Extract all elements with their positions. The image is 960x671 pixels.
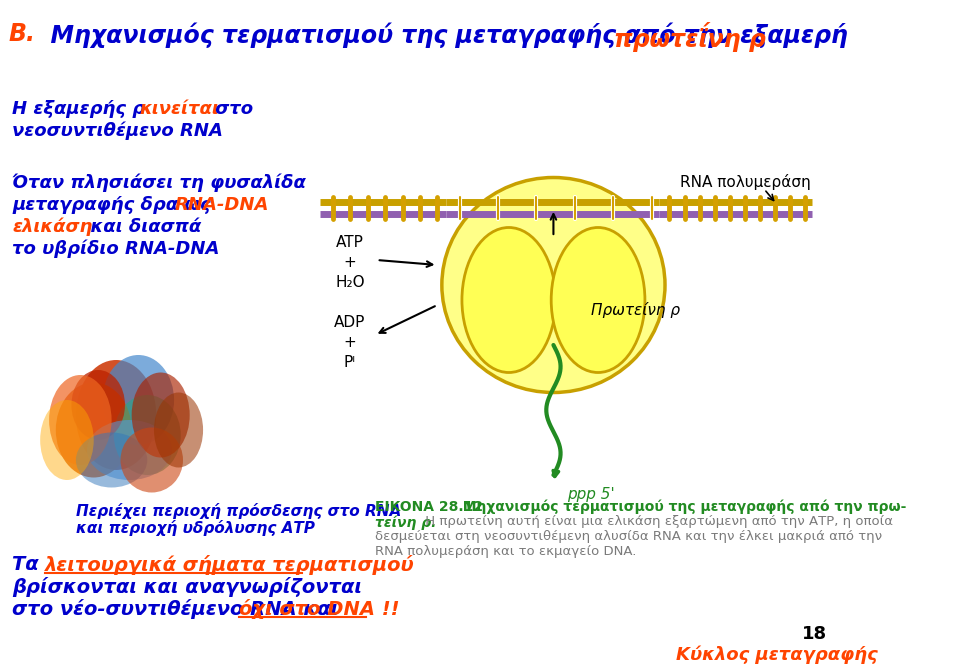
Text: τείνη ρ.: τείνη ρ. (375, 515, 436, 529)
Text: B.: B. (9, 22, 36, 46)
Ellipse shape (442, 178, 665, 393)
Text: Μηχανισμός τερματισμού της μεταγραφής από την εξαμερή: Μηχανισμός τερματισμού της μεταγραφής απ… (34, 22, 848, 48)
Ellipse shape (49, 375, 111, 465)
Ellipse shape (87, 420, 172, 480)
Text: δεσμεύεται στη νεοσυντιθέμενη αλυσίδα RNA και την έλκει μακριά από την: δεσμεύεται στη νεοσυντιθέμενη αλυσίδα RN… (375, 530, 882, 543)
Ellipse shape (132, 372, 190, 458)
Ellipse shape (71, 370, 125, 440)
Text: και περιοχή υδρόλυσης ΑΤΡ: και περιοχή υδρόλυσης ΑΤΡ (76, 520, 315, 536)
Ellipse shape (121, 427, 183, 493)
Text: όχι στο DNA !!: όχι στο DNA !! (239, 599, 399, 619)
Text: 18: 18 (802, 625, 827, 643)
Text: ppp 5': ppp 5' (566, 487, 614, 502)
Text: Μηχανισμός τερματισμού της μεταγραφής από την πρω-: Μηχανισμός τερματισμού της μεταγραφής απ… (453, 500, 907, 515)
Text: Κύκλος μεταγραφής: Κύκλος μεταγραφής (676, 646, 877, 664)
Text: νεοσυντιθέμενο RNA: νεοσυντιθέμενο RNA (12, 122, 224, 140)
Text: κινείται: κινείται (139, 100, 219, 118)
Ellipse shape (56, 382, 132, 478)
Text: στο: στο (209, 100, 253, 118)
Text: Η πρωτείνη αυτή είναι μια ελικάση εξαρτώμενη από την ΑΤΡ, η οποία: Η πρωτείνη αυτή είναι μια ελικάση εξαρτώ… (421, 515, 894, 528)
Ellipse shape (551, 227, 645, 372)
Text: μεταγραφής δρα ως: μεταγραφής δρα ως (12, 196, 217, 214)
Text: Όταν πλησιάσει τη φυσαλίδα: Όταν πλησιάσει τη φυσαλίδα (12, 174, 306, 193)
Text: το υβρίδιο RNA-DNA: το υβρίδιο RNA-DNA (12, 240, 220, 258)
Ellipse shape (154, 393, 204, 468)
Text: Τα: Τα (12, 555, 46, 574)
Text: πρωτεΐνη ρ: πρωτεΐνη ρ (614, 22, 766, 52)
Text: Περιέχει περιοχή πρόσδεσης στο RNA: Περιέχει περιοχή πρόσδεσης στο RNA (76, 503, 401, 519)
Text: RNA πολυμεράση και το εκμαγείο DNA.: RNA πολυμεράση και το εκμαγείο DNA. (375, 545, 636, 558)
Text: ελικάση: ελικάση (12, 218, 93, 236)
Ellipse shape (76, 360, 156, 470)
Text: λειτουργικά σήματα τερματισμού: λειτουργικά σήματα τερματισμού (44, 555, 415, 575)
Text: στο νέο-συντιθέμενο RNA και: στο νέο-συντιθέμενο RNA και (12, 599, 346, 619)
Text: EIKONA 28.12: EIKONA 28.12 (375, 500, 483, 514)
Ellipse shape (103, 355, 174, 445)
Ellipse shape (114, 395, 180, 475)
Text: Πρωτείνη ρ: Πρωτείνη ρ (591, 302, 680, 318)
Ellipse shape (76, 433, 147, 488)
Text: ATP
+
H₂O: ATP + H₂O (335, 235, 365, 290)
Text: RNA πολυμεράση: RNA πολυμεράση (681, 174, 811, 190)
Text: ADP
+
Pᴵ: ADP + Pᴵ (334, 315, 366, 370)
Text: και διασπά: και διασπά (78, 218, 201, 236)
Text: Η εξαμερής ρ: Η εξαμερής ρ (12, 100, 152, 118)
Text: βρίσκονται και αναγνωρίζονται: βρίσκονται και αναγνωρίζονται (12, 577, 363, 597)
Text: RNA-DNA: RNA-DNA (175, 196, 270, 214)
Ellipse shape (40, 400, 94, 480)
Ellipse shape (462, 227, 556, 372)
